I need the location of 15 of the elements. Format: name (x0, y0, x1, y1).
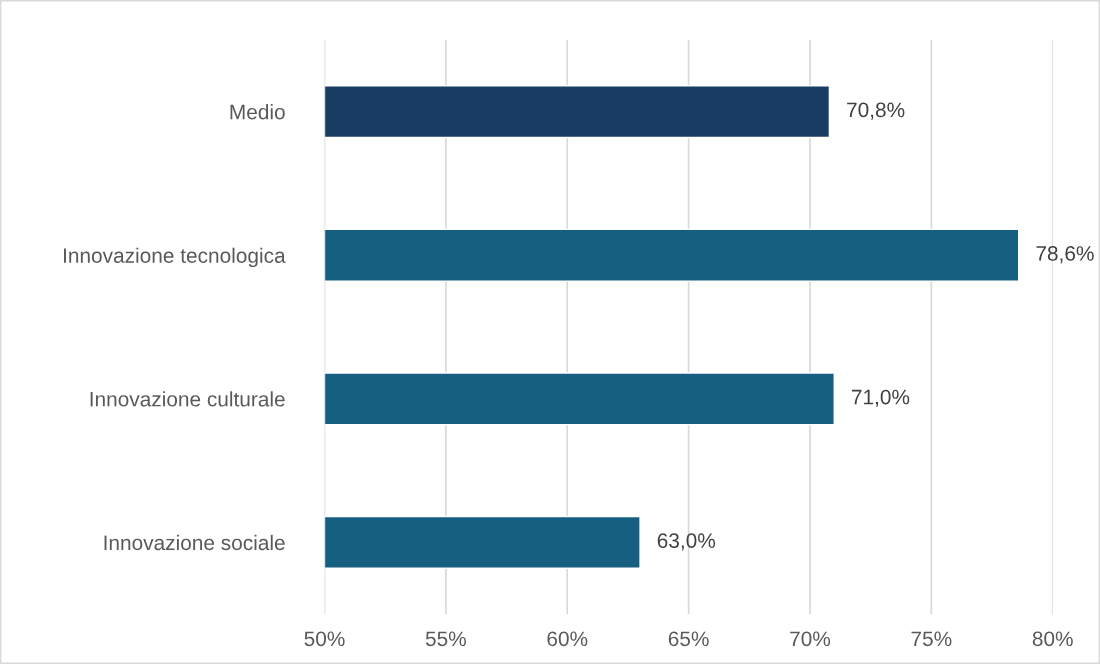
data-label: 78,6% (1036, 246, 1094, 264)
x-tick-label: 55% (425, 631, 466, 647)
x-tick-label: 50% (304, 631, 345, 647)
x-tick-label: 60% (547, 631, 588, 647)
x-tick-label: 70% (790, 631, 831, 647)
x-tick-label: 65% (668, 631, 709, 647)
data-label: 70,8% (847, 102, 905, 120)
y-tick-label: Innovazione culturale (90, 391, 285, 407)
y-tick-label: Innovazione sociale (104, 534, 285, 551)
y-tick-label: Innovazione tecnologica (64, 247, 286, 268)
x-tick-label: 80% (1032, 631, 1073, 647)
y-tick-label: Medio (230, 104, 285, 120)
data-label: 71,0% (851, 389, 910, 407)
data-label: 63,0% (657, 533, 716, 551)
x-tick-label: 75% (911, 631, 952, 647)
